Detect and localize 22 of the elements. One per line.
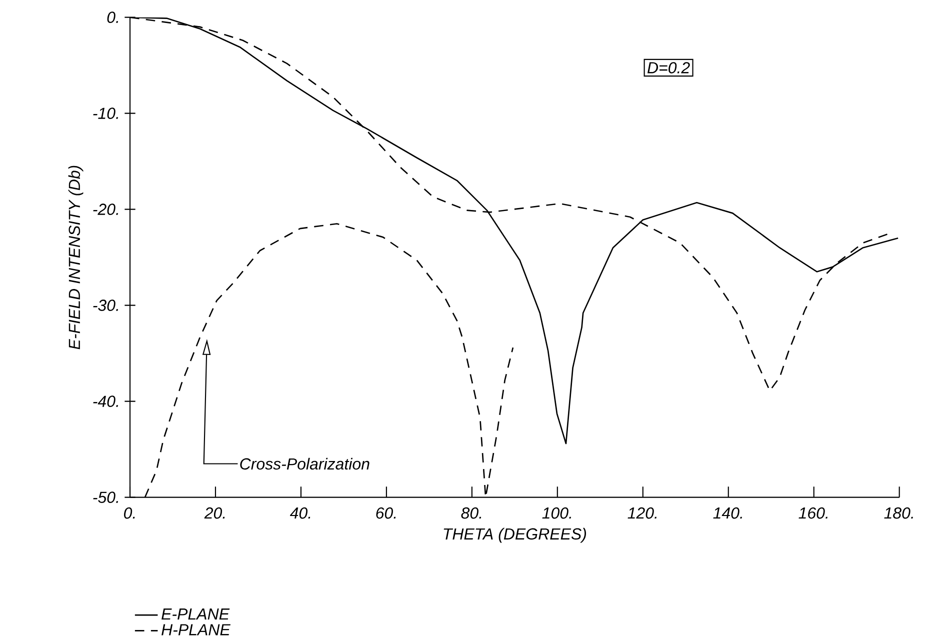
y-axis-title: E-FIELD INTENSITY (Db) [68, 166, 84, 350]
y-tick-label: -40. [93, 396, 118, 408]
x-tick-label: 120. [628, 508, 657, 519]
x-tick-label: 0. [124, 508, 135, 519]
x-tick-label: 140. [713, 508, 742, 519]
y-tick-label: -30. [93, 300, 118, 312]
x-axis-title: THETA (DEGREES) [444, 528, 586, 543]
x-tick-label: 20. [204, 508, 225, 519]
legend-label: E-PLANE [162, 608, 230, 620]
x-tick-label: 160. [798, 508, 828, 519]
x-tick-label: 180. [884, 508, 913, 519]
y-tick-label: -20. [93, 204, 118, 216]
x-tick-label: 60. [376, 508, 396, 519]
legend-label: H-PLANE [162, 624, 231, 636]
annotation: Cross-Polarization [240, 458, 370, 470]
x-tick-label: 40. [290, 508, 310, 519]
annotation: D=0.2 [647, 62, 690, 74]
x-tick-label: 100. [542, 508, 572, 519]
y-tick-label: 0. [107, 12, 118, 24]
y-tick-label: -50. [93, 492, 118, 504]
y-tick-label: -10. [93, 108, 118, 120]
x-tick-label: 80. [461, 508, 482, 519]
